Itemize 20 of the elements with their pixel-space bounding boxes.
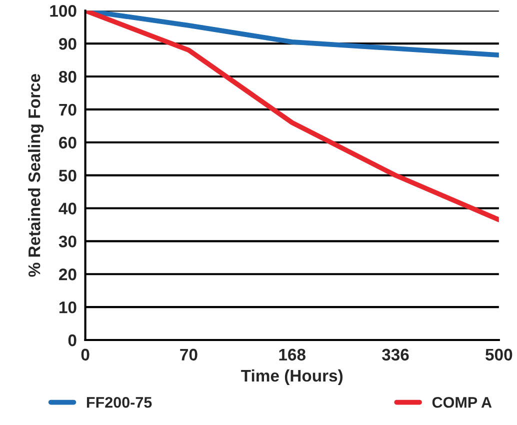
y-tick-label: 40 [58,202,76,214]
y-tick-label: 0 [68,334,76,346]
y-tick-label: 70 [59,104,76,116]
y-tick-label: 10 [59,301,76,314]
legend-label: FF200-75 [86,396,152,408]
y-tick-label: 30 [58,236,76,248]
y-tick-label: 100 [50,5,76,17]
y-tick-label: 90 [59,38,76,50]
y-tick-label: 20 [59,268,76,280]
x-tick-label: 70 [180,348,198,361]
y-tick-label: 60 [59,136,76,149]
x-tick-label: 0 [81,348,90,361]
x-axis-title: Time (Hours) [241,369,343,385]
x-tick-label: 336 [382,348,409,361]
x-tick-label: 168 [279,348,306,361]
y-tick-label: 80 [58,70,76,83]
x-tick-label: 500 [486,348,512,361]
legend-label: COMP A [432,396,492,408]
y-axis-title: % Retained Sealing Force [28,74,44,277]
y-tick-label: 50 [58,170,76,182]
